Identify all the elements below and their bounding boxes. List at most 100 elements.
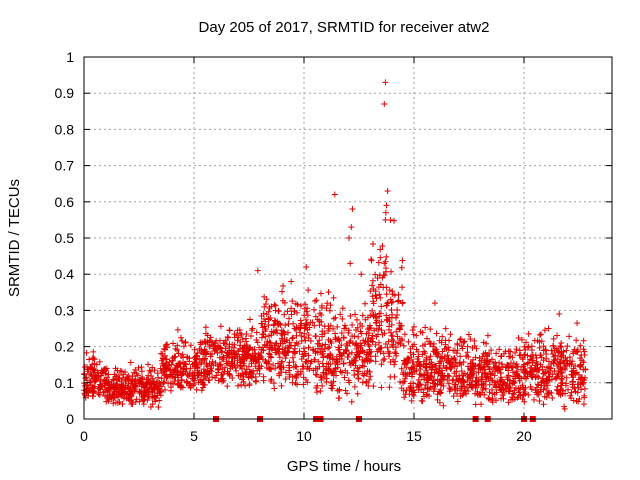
- data-point: [521, 361, 528, 368]
- data-point: [384, 187, 391, 194]
- data-point: [267, 315, 274, 322]
- data-point: [543, 394, 550, 401]
- data-point: [487, 371, 494, 378]
- data-point: [302, 337, 309, 344]
- data-point: [280, 328, 287, 335]
- data-point: [498, 376, 505, 383]
- data-point: [138, 364, 145, 371]
- data-point: [472, 362, 479, 369]
- data-point: [262, 301, 269, 308]
- data-point: [436, 399, 443, 406]
- data-point: [313, 297, 320, 304]
- data-point: [158, 388, 165, 395]
- data-point: [428, 374, 435, 381]
- data-point: [403, 364, 410, 371]
- data-point: [572, 362, 579, 369]
- data-point: [464, 349, 471, 356]
- data-point: [577, 342, 584, 349]
- data-point: [377, 254, 384, 261]
- data-point: [410, 358, 417, 365]
- data-point: [286, 371, 293, 378]
- data-point: [211, 347, 218, 354]
- data-point: [301, 312, 308, 319]
- y-tick-label: 0.6: [55, 194, 75, 210]
- data-point: [506, 384, 513, 391]
- data-point: [486, 381, 493, 388]
- data-point: [390, 338, 397, 345]
- data-point: [577, 361, 584, 368]
- data-point: [293, 375, 300, 382]
- data-point: [365, 341, 372, 348]
- data-point: [413, 361, 420, 368]
- data-point: [506, 353, 513, 360]
- data-point: [422, 341, 429, 348]
- data-point: [469, 384, 476, 391]
- data-point: [184, 372, 191, 379]
- data-point: [234, 337, 241, 344]
- data-point: [178, 372, 185, 379]
- data-point: [482, 370, 489, 377]
- data-point: [187, 365, 194, 372]
- data-point: [384, 344, 391, 351]
- data-point: [461, 379, 468, 386]
- data-point: [147, 368, 154, 375]
- data-point: [511, 379, 518, 386]
- data-point: [364, 367, 371, 374]
- data-point: [383, 291, 390, 298]
- data-point: [87, 378, 94, 385]
- data-point: [541, 382, 548, 389]
- data-point: [366, 357, 373, 364]
- data-point: [411, 341, 418, 348]
- data-point: [119, 391, 126, 398]
- data-point: [324, 353, 331, 360]
- data-point: [403, 358, 410, 365]
- data-point: [539, 378, 546, 385]
- data-point: [122, 369, 129, 376]
- data-point: [417, 371, 424, 378]
- data-point: [322, 370, 329, 377]
- data-point: [223, 341, 230, 348]
- data-point: [86, 356, 93, 363]
- data-point: [132, 366, 139, 373]
- data-point: [327, 368, 334, 375]
- data-point: [90, 355, 97, 362]
- data-point: [427, 384, 434, 391]
- data-point: [367, 312, 374, 319]
- data-point: [281, 311, 288, 318]
- data-point: [578, 386, 585, 393]
- data-point: [172, 367, 179, 374]
- data-point: [209, 374, 216, 381]
- data-point: [391, 349, 398, 356]
- data-point: [146, 367, 153, 374]
- data-point: [256, 370, 263, 377]
- data-point: [183, 366, 190, 373]
- data-point: [374, 331, 381, 338]
- data-point: [270, 362, 277, 369]
- y-tick-label: 0.1: [55, 375, 75, 391]
- data-point: [573, 397, 580, 404]
- data-point: [158, 383, 165, 390]
- data-point: [297, 322, 304, 329]
- data-point: [381, 355, 388, 362]
- data-point: [507, 396, 514, 403]
- data-point: [378, 344, 385, 351]
- data-point: [239, 336, 246, 343]
- data-point: [187, 342, 194, 349]
- data-point: [376, 291, 383, 298]
- data-point: [431, 386, 438, 393]
- data-point: [277, 362, 284, 369]
- data-point: [327, 322, 334, 329]
- data-point: [219, 378, 226, 385]
- data-point: [191, 380, 198, 387]
- data-point: [119, 374, 126, 381]
- data-point: [316, 310, 323, 317]
- data-point: [155, 374, 162, 381]
- data-point: [236, 346, 243, 353]
- data-point: [250, 357, 257, 364]
- data-point: [304, 326, 311, 333]
- data-point: [83, 374, 90, 381]
- data-point: [535, 389, 542, 396]
- data-point: [330, 378, 337, 385]
- data-point: [95, 385, 102, 392]
- data-point: [553, 345, 560, 352]
